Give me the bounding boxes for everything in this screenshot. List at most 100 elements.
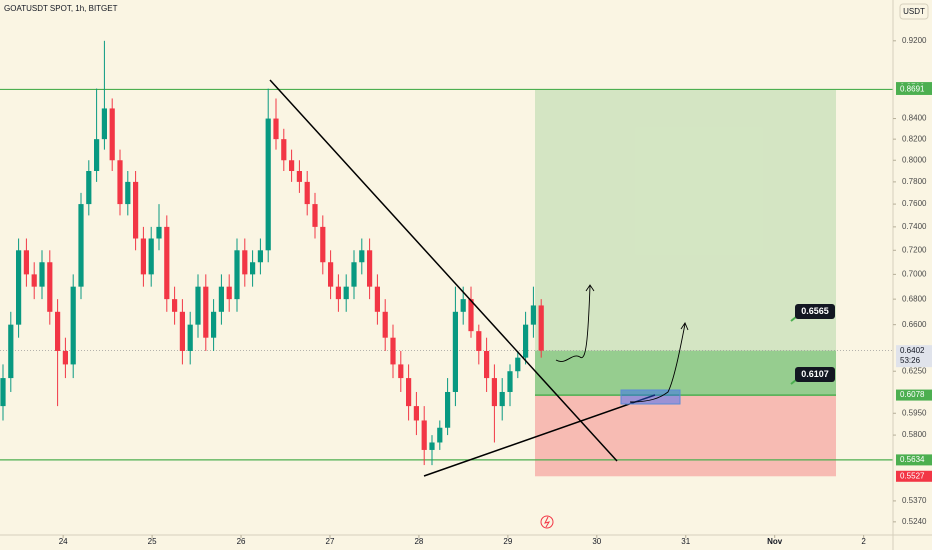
trendline: [269, 79, 618, 462]
candle-body: [429, 442, 435, 450]
candle-body: [413, 406, 419, 421]
candle-body: [226, 286, 232, 300]
replay-icon-bolt: [544, 516, 551, 528]
y-tick-label: 0.6600: [902, 320, 927, 329]
candle-body: [148, 238, 154, 275]
y-tick-label: 0.7800: [902, 177, 927, 186]
candle-body: [491, 378, 497, 407]
x-tick-label: Nov: [767, 537, 783, 546]
candle-body: [304, 181, 310, 205]
y-tick-label: 0.8000: [902, 155, 927, 164]
stop-zone: [535, 395, 836, 477]
candle-body: [234, 250, 240, 300]
candle-body: [382, 311, 388, 338]
x-tick-label: 31: [681, 537, 690, 546]
candle-body: [335, 286, 341, 300]
arrow-head: [680, 322, 689, 331]
callout-label: 0.6565: [801, 306, 829, 316]
candle-body: [55, 311, 61, 351]
candle-body: [507, 371, 513, 392]
projection-arrow: [629, 323, 686, 403]
candle-body: [16, 250, 22, 325]
candle-body: [179, 311, 185, 351]
currency-box: [899, 3, 929, 20]
candle-body: [211, 311, 217, 338]
candle-body: [101, 108, 107, 140]
candle-body: [172, 299, 178, 312]
price-tag: [896, 345, 932, 368]
candle-body: [203, 286, 209, 338]
candle-body: [460, 299, 466, 312]
candle-body: [78, 204, 84, 287]
candle-body: [23, 250, 29, 275]
y-tick-label: 0.7200: [902, 245, 927, 254]
candle-body: [86, 171, 92, 205]
price-tag-label: 0.6402: [900, 346, 925, 355]
x-tick-label: 29: [503, 537, 512, 546]
price-tag-label: 0.6078: [900, 390, 925, 399]
callout-box: [795, 304, 835, 319]
y-tick-label: 0.6800: [902, 294, 927, 303]
y-tick-label: 0.6250: [902, 366, 927, 375]
candle-body: [406, 378, 412, 407]
price-tag-label: 0.5634: [900, 455, 925, 464]
candle-body: [476, 331, 482, 351]
price-tag: [896, 454, 932, 466]
candle-body: [273, 118, 279, 140]
candle-body: [0, 378, 6, 407]
candle-body: [218, 286, 224, 312]
candle-body: [109, 108, 115, 161]
candle-body: [156, 226, 162, 239]
candle-body: [62, 350, 68, 365]
candle-body: [523, 324, 529, 358]
candle-body: [289, 160, 295, 172]
candle-body: [125, 181, 131, 205]
candle-body: [515, 357, 521, 372]
candle-body: [265, 118, 271, 251]
candle-body: [390, 337, 396, 365]
candle-body: [421, 420, 427, 450]
candle-body: [39, 262, 45, 287]
candle-body: [320, 226, 326, 263]
y-tick-label: 0.5950: [902, 408, 927, 417]
candle-body: [117, 160, 123, 205]
y-tick-label: 0.8200: [902, 134, 927, 143]
x-tick-label: 27: [326, 537, 335, 546]
y-tick-label: 0.5370: [902, 496, 927, 505]
candle-body: [296, 171, 302, 182]
candle-body: [437, 427, 443, 443]
candle-body: [70, 286, 76, 365]
candle-body: [499, 391, 505, 407]
price-tag-label: 0.5527: [900, 471, 925, 480]
candle-body: [538, 305, 544, 351]
candle-body: [484, 350, 490, 379]
symbol-title: GOATUSDT SPOT, 1h, BITGET: [4, 4, 118, 13]
candle-body: [445, 391, 451, 428]
x-tick-label: 30: [592, 537, 601, 546]
candle-body: [8, 324, 14, 379]
countdown: 53:26: [900, 356, 921, 365]
candle-body: [343, 286, 349, 300]
price-tag: [896, 83, 932, 95]
candle-body: [187, 324, 193, 351]
arrow-head: [585, 284, 595, 292]
x-tick-label: 28: [414, 537, 423, 546]
candle-body: [398, 364, 404, 379]
open-profit-zone: [535, 350, 836, 396]
price-tag: [896, 470, 932, 482]
candle-body: [140, 238, 146, 275]
candle-body: [281, 139, 287, 161]
candle-body: [452, 311, 458, 392]
x-tick-label: 24: [59, 537, 68, 546]
candle-body: [31, 274, 37, 287]
profit-zone: [535, 89, 836, 396]
candle-body: [468, 299, 474, 332]
candle-body: [328, 262, 334, 287]
candle-body: [530, 305, 536, 325]
candle-body: [164, 226, 170, 300]
candle-body: [242, 250, 248, 275]
candle-body: [94, 139, 100, 172]
y-tick-label: 0.5240: [902, 517, 927, 526]
